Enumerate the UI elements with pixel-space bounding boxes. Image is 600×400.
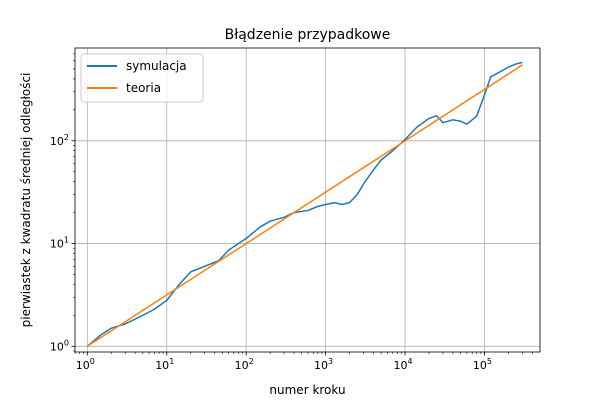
- x-tick-base: 10: [393, 359, 407, 372]
- legend-label-teoria: teoria: [126, 81, 161, 95]
- x-tick-exponent: 4: [407, 357, 412, 366]
- x-tick-exponent: 0: [90, 357, 95, 366]
- y-tick-base: 10: [50, 238, 64, 251]
- x-tick-base: 10: [76, 359, 90, 372]
- legend-label-symulacja: symulacja: [126, 59, 187, 73]
- x-tick-label: 100: [76, 357, 95, 372]
- x-axis-label: numer kroku: [269, 383, 345, 397]
- y-tick-label: 101: [50, 236, 69, 251]
- y-tick-base: 10: [50, 340, 64, 353]
- x-axis: 100 101 102 103 104 105: [74, 352, 533, 372]
- series-line-symulacja: [86, 61, 523, 347]
- y-tick-label: 100: [50, 338, 69, 353]
- x-tick-label: 104: [393, 357, 412, 372]
- series-line-teoria: [86, 64, 523, 347]
- x-tick-label: 105: [473, 357, 492, 372]
- x-tick-exponent: 3: [328, 357, 333, 366]
- plot-area: [86, 61, 523, 347]
- x-tick-base: 10: [473, 359, 487, 372]
- legend: symulacja teoria: [80, 53, 204, 103]
- y-tick-base: 10: [50, 135, 64, 148]
- y-tick-exponent: 2: [64, 133, 69, 142]
- x-tick-exponent: 1: [169, 357, 174, 366]
- x-tick-base: 10: [314, 359, 328, 372]
- x-tick-label: 102: [235, 357, 254, 372]
- x-tick-base: 10: [155, 359, 169, 372]
- x-tick-label: 103: [314, 357, 333, 372]
- y-tick-exponent: 1: [64, 236, 69, 245]
- x-tick-exponent: 5: [487, 357, 492, 366]
- x-tick-exponent: 2: [249, 357, 254, 366]
- x-tick-base: 10: [235, 359, 249, 372]
- chart-title: Błądzenie przypadkowe: [225, 27, 391, 43]
- x-tick-label: 101: [155, 357, 174, 372]
- plot-frame: [74, 47, 541, 353]
- y-tick-label: 102: [50, 133, 69, 148]
- y-tick-exponent: 0: [64, 338, 69, 347]
- y-axis-label: pierwiastek z kwadratu średniej odległoś…: [19, 73, 33, 328]
